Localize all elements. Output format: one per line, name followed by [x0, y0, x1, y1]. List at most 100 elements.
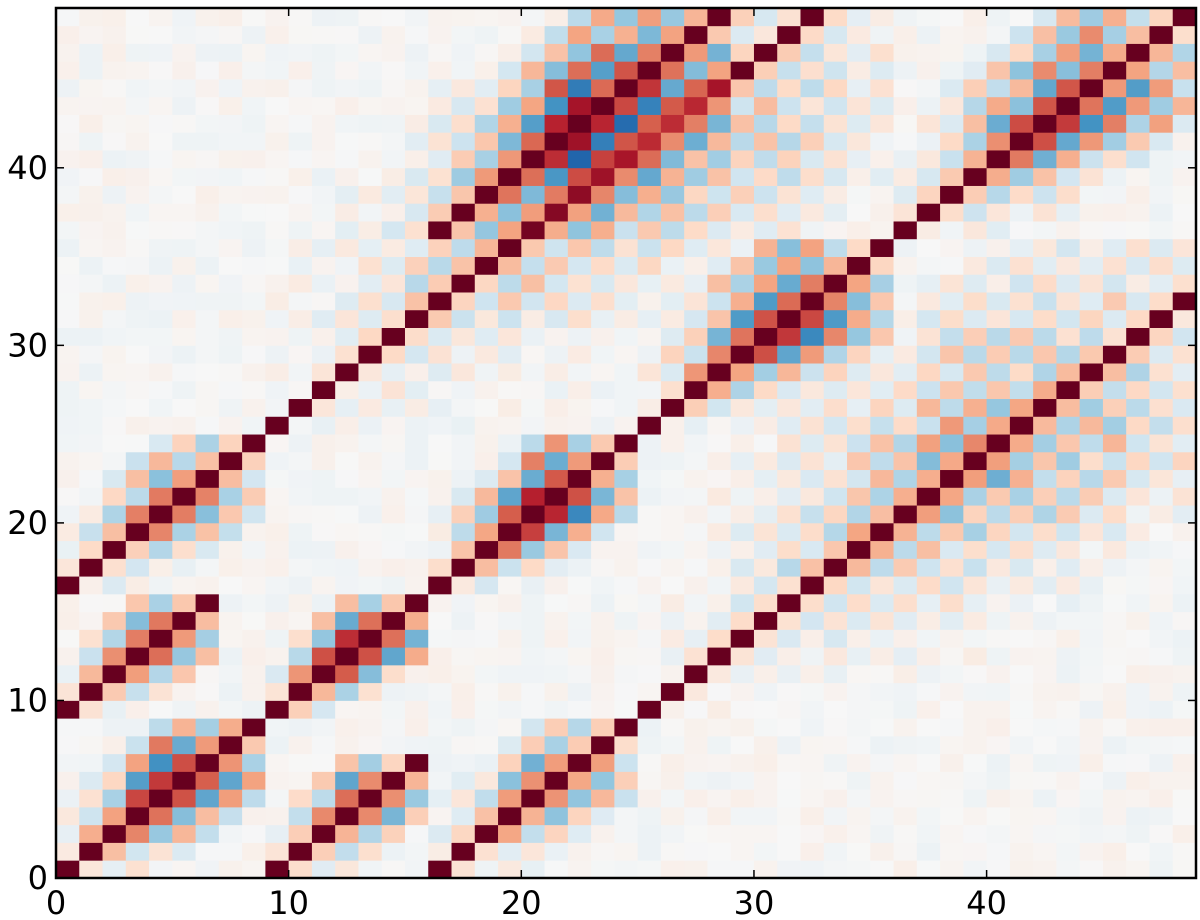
heatmap-cell [474, 842, 499, 861]
heatmap-cell [800, 753, 825, 772]
heatmap-cell [56, 469, 80, 488]
heatmap-cell [777, 79, 801, 98]
heatmap-cell [567, 664, 592, 684]
heatmap-cell [660, 256, 685, 275]
heatmap-cell [474, 611, 499, 630]
heatmap-cell [474, 25, 499, 44]
heatmap-cell [1172, 771, 1197, 790]
heatmap-cell [311, 593, 336, 613]
heatmap-cell [916, 771, 941, 790]
heatmap-cell [800, 167, 825, 186]
heatmap-cell [172, 8, 196, 27]
heatmap-cell [498, 682, 522, 701]
heatmap-cell [567, 132, 592, 151]
heatmap-cell [451, 79, 476, 98]
heatmap-cell [1102, 860, 1127, 879]
heatmap-cell [1079, 753, 1104, 772]
heatmap-cell [311, 576, 336, 595]
heatmap-cell [195, 682, 220, 701]
heatmap-cell [777, 221, 801, 240]
heatmap-cell [707, 451, 732, 471]
heatmap-cell [288, 132, 313, 151]
heatmap-cell [381, 79, 406, 98]
heatmap-cell [1149, 61, 1174, 80]
heatmap-cell [1102, 380, 1127, 400]
heatmap-cell [1172, 203, 1197, 222]
heatmap-cell [567, 363, 592, 382]
heatmap-cell [195, 629, 220, 648]
heatmap-cell [591, 718, 615, 737]
heatmap-cell [56, 43, 80, 62]
heatmap-cell [1056, 292, 1081, 311]
heatmap-cell [474, 451, 499, 471]
heatmap-cell [1172, 185, 1197, 204]
heatmap-cell [777, 25, 801, 44]
heatmap-cell [1102, 540, 1127, 559]
heatmap-cell [265, 61, 290, 80]
heatmap-cell [730, 238, 755, 257]
heatmap-cell [451, 434, 476, 453]
heatmap-cell [591, 505, 615, 524]
heatmap-cell [474, 150, 499, 169]
heatmap-cell [893, 8, 918, 27]
heatmap-cell [288, 167, 313, 186]
heatmap-cell [1102, 132, 1127, 151]
heatmap-cell [242, 114, 266, 133]
heatmap-cell [777, 593, 801, 613]
heatmap-cell [660, 771, 685, 790]
heatmap-cell [730, 718, 755, 737]
heatmap-cell [1126, 292, 1150, 311]
heatmap-cell [381, 132, 406, 151]
heatmap-cell [102, 753, 127, 772]
heatmap-cell [358, 167, 383, 186]
heatmap-cell [707, 345, 732, 364]
heatmap-cell [242, 327, 266, 346]
heatmap-cell [800, 238, 825, 257]
heatmap-cell [870, 718, 894, 737]
heatmap-cell [195, 718, 220, 737]
heatmap-cell [311, 79, 336, 98]
heatmap-cell [800, 114, 825, 133]
heatmap-cell [916, 576, 941, 595]
heatmap-cell [1033, 363, 1057, 382]
heatmap-cell [474, 292, 499, 311]
heatmap-cell [1126, 860, 1150, 879]
heatmap-cell [1172, 221, 1197, 240]
heatmap-cell [404, 558, 429, 577]
heatmap-cell [79, 682, 103, 701]
heatmap-cell [242, 150, 266, 169]
heatmap-cell [1033, 860, 1057, 879]
heatmap-cell [637, 629, 662, 648]
heatmap-cell [1033, 96, 1057, 115]
heatmap-cell [940, 345, 964, 364]
heatmap-cell [1149, 327, 1174, 346]
heatmap-cell [498, 593, 522, 613]
heatmap-cell [1056, 789, 1081, 808]
heatmap-cell [730, 167, 755, 186]
heatmap-cell [1149, 416, 1174, 435]
heatmap-cell [753, 203, 778, 222]
heatmap-cell [800, 558, 825, 577]
heatmap-cell [79, 771, 103, 790]
heatmap-cell [544, 487, 569, 506]
heatmap-cell [242, 860, 266, 879]
heatmap-cell [1056, 576, 1081, 595]
heatmap-cell [428, 593, 452, 613]
heatmap-cell [195, 203, 220, 222]
heatmap-cell [893, 185, 918, 204]
heatmap-cell [800, 629, 825, 648]
heatmap-cell [79, 221, 103, 240]
heatmap-cell [1009, 238, 1034, 257]
heatmap-cell [474, 629, 499, 648]
heatmap-cell [498, 753, 522, 772]
heatmap-cell [218, 487, 243, 506]
heatmap-cell [963, 61, 988, 80]
heatmap-cell [1126, 25, 1150, 44]
heatmap-cell [1126, 132, 1150, 151]
heatmap-cell [195, 8, 220, 27]
heatmap-cell [1009, 416, 1034, 435]
heatmap-cell [544, 824, 569, 843]
heatmap-cell [707, 664, 732, 684]
heatmap-cell [1079, 274, 1104, 293]
heatmap-cell [777, 735, 801, 755]
